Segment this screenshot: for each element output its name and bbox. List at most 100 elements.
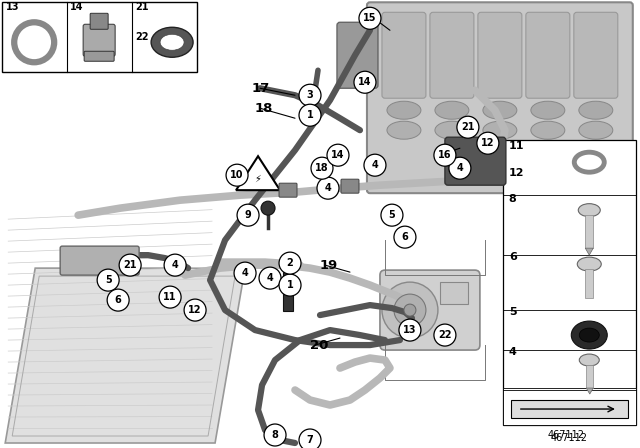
Ellipse shape (483, 101, 517, 119)
Text: 13: 13 (6, 2, 20, 12)
Circle shape (364, 154, 386, 176)
Text: 6: 6 (115, 295, 122, 305)
Bar (585, 269, 593, 298)
FancyBboxPatch shape (380, 270, 480, 350)
Ellipse shape (151, 27, 193, 57)
Text: 13: 13 (403, 325, 417, 335)
Circle shape (394, 294, 426, 326)
Polygon shape (5, 268, 245, 443)
Circle shape (477, 132, 499, 154)
Ellipse shape (579, 121, 613, 139)
Text: 12: 12 (188, 305, 202, 315)
Text: 21: 21 (124, 260, 137, 270)
Circle shape (234, 262, 256, 284)
Circle shape (399, 319, 421, 341)
Text: 6: 6 (509, 252, 516, 262)
Ellipse shape (435, 121, 469, 139)
Circle shape (354, 71, 376, 93)
Ellipse shape (531, 121, 565, 139)
Text: 9: 9 (244, 210, 252, 220)
FancyBboxPatch shape (574, 12, 618, 98)
Text: 14: 14 (332, 150, 345, 160)
Circle shape (259, 267, 281, 289)
Polygon shape (585, 248, 593, 255)
Ellipse shape (579, 354, 599, 366)
Text: 18: 18 (315, 163, 329, 173)
Circle shape (311, 157, 333, 179)
Ellipse shape (435, 101, 469, 119)
Ellipse shape (572, 321, 607, 349)
Circle shape (14, 22, 54, 62)
Text: 20: 20 (310, 339, 328, 352)
Ellipse shape (387, 121, 421, 139)
Circle shape (382, 282, 438, 338)
Text: 12: 12 (481, 138, 495, 148)
Ellipse shape (579, 101, 613, 119)
Text: 8: 8 (509, 194, 516, 204)
Ellipse shape (579, 328, 599, 342)
Ellipse shape (387, 101, 421, 119)
Text: 1: 1 (307, 110, 314, 120)
FancyBboxPatch shape (84, 51, 114, 61)
Text: 1: 1 (287, 280, 293, 290)
FancyBboxPatch shape (83, 24, 115, 56)
Bar (283, 272, 293, 290)
Circle shape (159, 286, 181, 308)
Bar (283, 293, 293, 311)
Text: 21: 21 (461, 122, 475, 132)
FancyBboxPatch shape (279, 183, 297, 197)
Circle shape (457, 116, 479, 138)
Text: 467112: 467112 (551, 433, 588, 443)
Ellipse shape (483, 121, 517, 139)
FancyBboxPatch shape (90, 13, 108, 29)
Bar (2, 2, 197, 72)
Circle shape (279, 252, 301, 274)
Polygon shape (236, 156, 280, 190)
Text: 4: 4 (242, 268, 248, 278)
Text: 8: 8 (271, 430, 278, 440)
Circle shape (237, 204, 259, 226)
Circle shape (299, 84, 321, 106)
Text: 4: 4 (172, 260, 179, 270)
Text: ⚡: ⚡ (255, 174, 262, 184)
Text: 11: 11 (509, 141, 524, 151)
Text: 21: 21 (135, 2, 148, 12)
Text: 5: 5 (509, 307, 516, 317)
Bar (440, 282, 468, 304)
FancyBboxPatch shape (430, 12, 474, 98)
Text: 7: 7 (307, 435, 314, 445)
FancyBboxPatch shape (341, 179, 359, 193)
FancyBboxPatch shape (526, 12, 570, 98)
Text: 4: 4 (267, 273, 273, 283)
Text: 11: 11 (163, 292, 177, 302)
Ellipse shape (579, 204, 600, 217)
Circle shape (97, 269, 119, 291)
Text: 15: 15 (364, 13, 377, 23)
Bar (503, 140, 636, 425)
Text: 5: 5 (388, 210, 396, 220)
Text: 14: 14 (70, 2, 84, 12)
Text: 5: 5 (105, 275, 111, 285)
Text: 16: 16 (438, 150, 452, 160)
Bar (586, 365, 593, 388)
Ellipse shape (577, 257, 601, 271)
FancyBboxPatch shape (382, 12, 426, 98)
Circle shape (449, 157, 471, 179)
Text: 6: 6 (401, 232, 408, 242)
FancyBboxPatch shape (478, 12, 522, 98)
Circle shape (164, 254, 186, 276)
FancyBboxPatch shape (445, 137, 506, 185)
Text: 19: 19 (320, 258, 339, 271)
Ellipse shape (160, 34, 184, 50)
Text: 4: 4 (509, 347, 516, 357)
Text: 12: 12 (509, 168, 524, 178)
Polygon shape (511, 400, 628, 418)
Circle shape (394, 226, 416, 248)
Circle shape (279, 274, 301, 296)
Text: 4: 4 (372, 160, 378, 170)
Bar (503, 388, 636, 425)
Circle shape (226, 164, 248, 186)
FancyBboxPatch shape (60, 246, 139, 275)
Circle shape (434, 144, 456, 166)
Ellipse shape (574, 152, 604, 172)
